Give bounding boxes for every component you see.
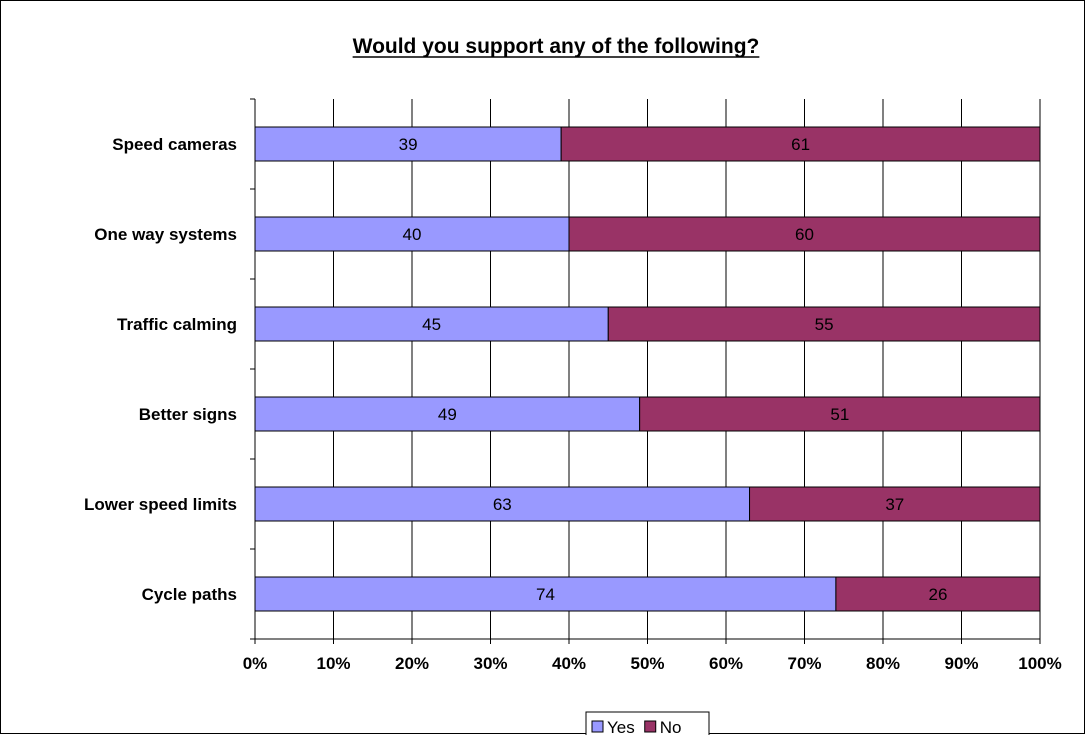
data-label: 37 bbox=[885, 495, 904, 514]
x-tick-label: 0% bbox=[243, 654, 268, 673]
x-tick-label: 40% bbox=[552, 654, 586, 673]
data-label: 61 bbox=[791, 135, 810, 154]
category-label: Lower speed limits bbox=[84, 495, 237, 514]
bar-no bbox=[560, 126, 1041, 162]
bar-no bbox=[835, 576, 1041, 612]
bar-no bbox=[639, 396, 1041, 432]
data-label: 26 bbox=[928, 585, 947, 604]
gridlines bbox=[254, 99, 1041, 639]
legend-swatch-no bbox=[644, 720, 657, 733]
data-label: 51 bbox=[830, 405, 849, 424]
bar-yes bbox=[254, 576, 837, 612]
category-label: One way systems bbox=[94, 225, 237, 244]
x-tick-label: 100% bbox=[1018, 654, 1061, 673]
x-tick-label: 50% bbox=[630, 654, 664, 673]
x-tick-label: 80% bbox=[866, 654, 900, 673]
bar-yes bbox=[254, 126, 562, 162]
data-label: 40 bbox=[403, 225, 422, 244]
bar-no bbox=[607, 306, 1041, 342]
bar-no bbox=[749, 486, 1041, 522]
axes: 0% 10% 20% 30% 40% 50% 60% 70% 80% 90% 100% Speed c… bbox=[84, 98, 1062, 673]
legend-swatch-yes bbox=[591, 720, 604, 733]
data-label: 55 bbox=[815, 315, 834, 334]
data-label: 63 bbox=[493, 495, 512, 514]
x-tick-label: 70% bbox=[787, 654, 821, 673]
category-label: Speed cameras bbox=[112, 135, 237, 154]
data-label: 49 bbox=[438, 405, 457, 424]
legend: Yes No bbox=[585, 711, 710, 735]
chart-title: Would you support any of the following? bbox=[353, 35, 760, 58]
x-tick-label: 10% bbox=[316, 654, 350, 673]
bar-yes bbox=[254, 486, 751, 522]
bar-yes bbox=[254, 216, 570, 252]
x-tick-label: 90% bbox=[944, 654, 978, 673]
category-label: Better signs bbox=[139, 405, 237, 424]
legend-label: Yes bbox=[607, 718, 635, 735]
data-label: 39 bbox=[399, 135, 418, 154]
data-label: 74 bbox=[536, 585, 555, 604]
bars: 39 61 40 60 45 55 49 51 63 37 74 26 bbox=[254, 126, 1041, 612]
bar-yes bbox=[254, 306, 609, 342]
data-label: 60 bbox=[795, 225, 814, 244]
x-tick-label: 30% bbox=[473, 654, 507, 673]
bar-no bbox=[568, 216, 1041, 252]
legend-label: No bbox=[660, 718, 682, 735]
x-tick-label: 20% bbox=[395, 654, 429, 673]
x-tick-label: 60% bbox=[709, 654, 743, 673]
data-label: 45 bbox=[422, 315, 441, 334]
category-label: Traffic calming bbox=[117, 315, 237, 334]
bar-yes bbox=[254, 396, 641, 432]
category-label: Cycle paths bbox=[142, 585, 237, 604]
